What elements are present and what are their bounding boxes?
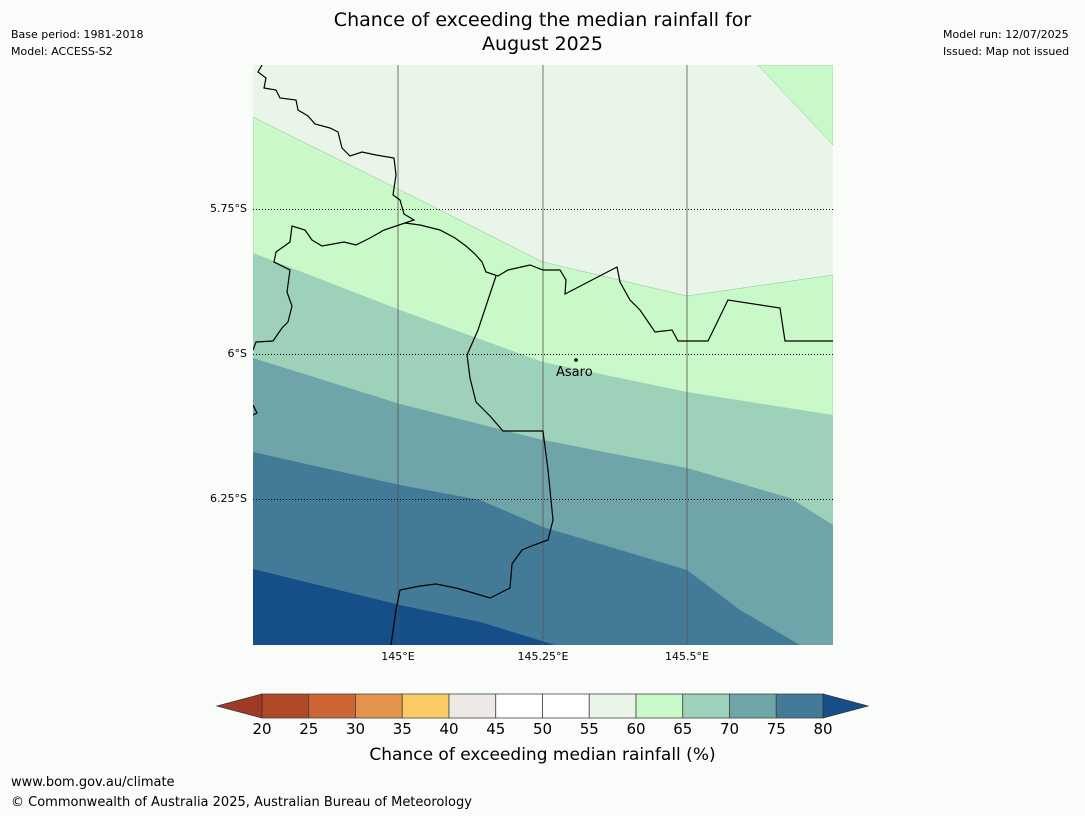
colorbar-cell <box>355 693 403 719</box>
lat-label-1: 5.75°S <box>210 202 247 215</box>
map-title: Chance of exceeding the median rainfall … <box>0 8 1085 56</box>
zone-60-65-corner <box>757 65 833 146</box>
colorbar-tick-label: 60 <box>626 720 646 738</box>
issued-text: Issued: Map not issued <box>943 45 1070 58</box>
zone-80-plus <box>253 569 555 645</box>
colorbar-tick-label: 70 <box>719 720 740 738</box>
lon-label-2: 145.25°E <box>517 650 569 663</box>
title-line-2: August 2025 <box>482 33 603 55</box>
colorbar-tick-label: 35 <box>392 720 412 738</box>
colorbar-cell <box>588 693 637 719</box>
colorbar-cell <box>308 693 356 719</box>
footer-url-link[interactable]: www.bom.gov.au/climate <box>11 775 175 790</box>
colorbar-tick-label: 30 <box>345 720 366 738</box>
asaro-marker[interactable] <box>574 358 578 362</box>
colorbar-cell <box>261 693 310 719</box>
title-line-1: Chance of exceeding the median rainfall … <box>333 9 752 31</box>
lon-label-1: 145°E <box>381 650 415 663</box>
colorbar-tick-label: 25 <box>299 720 319 738</box>
lat-label-2: 6°S <box>227 347 247 360</box>
colorbar-tick-label: 45 <box>486 720 506 738</box>
colorbar-cell <box>401 693 450 719</box>
colorbar-cell <box>682 693 730 719</box>
place-label-asaro: Asaro <box>556 365 593 380</box>
colorbar-tick-label: 50 <box>532 720 553 738</box>
colorbar-tick-label: 20 <box>252 720 272 738</box>
colorbar-tick-label: 55 <box>579 720 599 738</box>
footer-copyright: © Commonwealth of Australia 2025, Austra… <box>11 795 472 810</box>
model-run-text: Model run: 12/07/2025 <box>943 28 1069 41</box>
model-text: Model: ACCESS-S2 <box>11 45 113 58</box>
colorbar-tick-label: 80 <box>813 720 833 738</box>
colorbar-over-arrow <box>822 693 870 719</box>
colorbar-label: Chance of exceeding median rainfall (%) <box>369 745 716 765</box>
colorbar-cell <box>448 693 497 719</box>
colorbar-under-arrow <box>215 693 263 719</box>
latitude-gridlines <box>253 209 833 500</box>
colorbar-tick-label: 65 <box>673 720 693 738</box>
colorbar-cell <box>495 693 543 719</box>
base-period-text: Base period: 1981-2018 <box>11 28 144 41</box>
colorbar-cell <box>775 693 824 719</box>
colorbar-cell <box>729 693 777 719</box>
colorbar-tick-label: 40 <box>439 720 459 738</box>
colorbar-cell <box>542 693 590 719</box>
colorbar-cell <box>635 693 684 719</box>
colorbar-tick-label: 75 <box>766 720 786 738</box>
lon-label-3: 145.5°E <box>665 650 709 663</box>
province-boundaries <box>253 65 833 645</box>
lat-label-3: 6.25°S <box>210 492 247 505</box>
